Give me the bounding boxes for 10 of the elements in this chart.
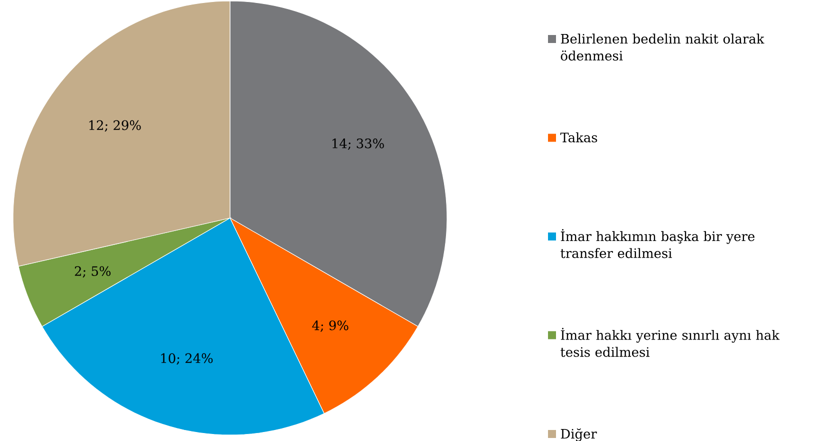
data-label: 12; 29% xyxy=(89,120,141,132)
legend-label: Diğer xyxy=(560,428,597,441)
legend-label: İmar hakkı yerine sınırlı aynı hak tesis edilmesi xyxy=(560,328,780,357)
data-label: 2; 5% xyxy=(74,266,111,278)
legend-label: Takas xyxy=(560,132,598,142)
legend-label: Belirlenen bedelin nakit olarak ödenmesi xyxy=(560,34,764,61)
data-label: 10; 24% xyxy=(161,353,213,365)
legend-label: İmar hakkımın başka bir yere transfer edilmesi xyxy=(560,229,754,258)
data-label: 4; 9% xyxy=(312,320,348,332)
data-label: 14; 33% xyxy=(332,138,384,150)
